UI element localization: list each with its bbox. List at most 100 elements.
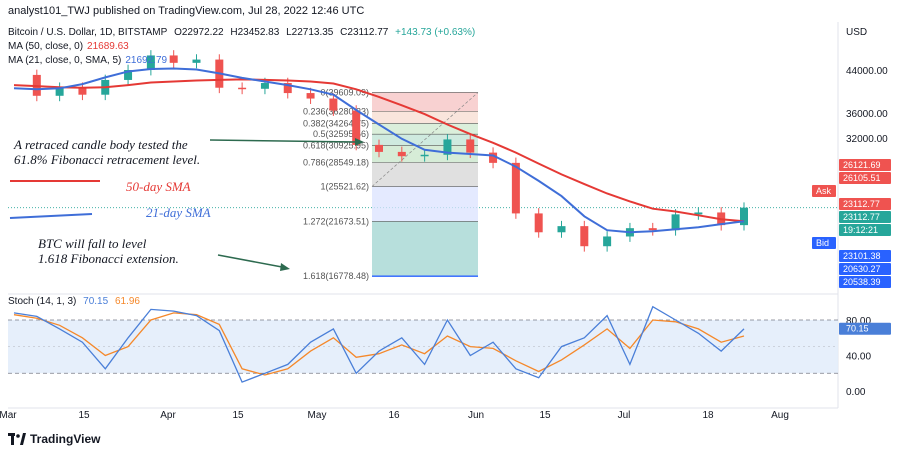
- candle-body: [146, 55, 155, 70]
- symbol-name[interactable]: Bitcoin / U.S. Dollar, 1D, BITSTAMP: [8, 27, 168, 38]
- candle-body: [740, 207, 748, 226]
- fib-level-label: 0.236(36280.23): [303, 106, 369, 116]
- fib-level-label: 0.5(32595.56): [313, 129, 369, 139]
- candle-body: [283, 83, 292, 94]
- fib-level-label: 1(25521.62): [320, 181, 369, 191]
- brand-name: TradingView: [30, 432, 101, 446]
- stoch-tick-label: 80.00: [846, 316, 871, 327]
- fib-trend-line: [371, 92, 479, 187]
- legend-ma21[interactable]: MA (21, close, 0, SMA, 5) 21692.79: [8, 55, 167, 66]
- time-tick-label: May: [308, 410, 327, 421]
- fib-level-label: 1.618(16778.48): [303, 271, 369, 281]
- stoch-k-value: 70.15: [83, 296, 109, 307]
- price-tick-label: 32000.00: [846, 134, 888, 145]
- extension-note-arrow: [217, 254, 283, 268]
- sma21-label: 21-day SMA: [146, 205, 211, 220]
- fib-note-line1: A retraced candle body tested the: [14, 137, 188, 152]
- time-tick-label: Jun: [468, 410, 484, 421]
- candle-body: [603, 236, 612, 247]
- price-badge: [839, 159, 891, 171]
- stoch-d-line: [13, 312, 745, 376]
- extension-note-arrowhead: [280, 263, 290, 271]
- price-badge: [839, 263, 891, 275]
- tradingview-brand[interactable]: TradingView: [8, 432, 100, 446]
- time-tick-label: Apr: [160, 410, 176, 421]
- price-badge-text: 26105.51: [843, 173, 881, 183]
- candle-body: [648, 228, 657, 231]
- fib-zone: [372, 221, 478, 277]
- publisher-line: analyst101_TWJ published on TradingView.…: [8, 5, 365, 17]
- price-badge: [839, 172, 891, 184]
- price-badge: [839, 276, 891, 288]
- ma21-line: [13, 67, 745, 234]
- fib-note-arrow: [209, 139, 358, 143]
- candle-body: [420, 154, 429, 157]
- candle-body: [397, 151, 406, 157]
- extension-note-line1: BTC will fall to level: [38, 236, 147, 251]
- fib-zone: [372, 111, 478, 124]
- candle-body: [169, 55, 178, 63]
- candle-body: [511, 162, 520, 214]
- candle-body: [78, 87, 87, 95]
- legend-ma21-label: MA (21, close, 0, SMA, 5): [8, 55, 122, 66]
- candle-body: [306, 93, 315, 99]
- price-badge-tag-text: Ask: [816, 186, 832, 196]
- legend-ma21-value: 21692.79: [125, 55, 168, 66]
- price-badge: [839, 198, 891, 210]
- price-badge-tag-text: Bid: [816, 238, 829, 248]
- price-badge-tag: [812, 237, 836, 249]
- fib-note-arrowhead: [355, 138, 364, 146]
- price-badge-text: 23112.77: [843, 212, 880, 222]
- price-tick-label: 36000.00: [846, 109, 888, 120]
- time-tick-label: Jul: [618, 410, 631, 421]
- fib-zone: [372, 123, 478, 135]
- sma21-legend-line: [9, 213, 93, 219]
- stoch-k-badge: [839, 322, 891, 335]
- sma50-label: 50-day SMA: [126, 179, 191, 194]
- open-value: O22972.22: [174, 27, 224, 38]
- stoch-tick-label: 40.00: [846, 352, 871, 363]
- price-badge-tag: [812, 185, 836, 197]
- price-badge-text: 19:12:21: [843, 225, 878, 235]
- fib-level-label: 0.618(30925.95): [303, 140, 369, 150]
- change-value: +143.73 (+0.63%): [395, 27, 476, 38]
- fib-level-label: 1.272(21673.51): [303, 216, 369, 226]
- price-badge-text: 26121.69: [843, 160, 881, 170]
- stoch-k-line: [13, 305, 745, 383]
- candle-body: [124, 70, 133, 80]
- candle-body: [443, 139, 452, 155]
- stoch-d-value: 61.96: [114, 296, 140, 307]
- stoch-k-badge-text: 70.15: [846, 324, 869, 334]
- extension-note-line2: 1.618 Fibonacci extension.: [38, 251, 179, 266]
- price-badge-text: 23112.77: [843, 199, 880, 209]
- extension-note: BTC will fall to level 1.618 Fibonacci e…: [38, 236, 179, 266]
- low-value: L22713.35: [286, 27, 334, 38]
- price-badge-text: 20538.39: [843, 277, 881, 287]
- price-badge: [839, 250, 891, 262]
- fib-level-label: 0(39609.09): [320, 87, 369, 97]
- candle-body: [466, 139, 475, 153]
- candle-body: [375, 144, 383, 152]
- legend-ma50[interactable]: MA (50, close, 0) 21689.63: [8, 41, 129, 52]
- fib-zone: [372, 186, 478, 222]
- ma50-line: [13, 78, 745, 223]
- stoch-tick-label: 0.00: [846, 387, 866, 398]
- candle-body: [694, 212, 703, 215]
- legend-ma50-label: MA (50, close, 0): [8, 41, 84, 52]
- time-tick-label: 15: [78, 410, 90, 421]
- candle-body: [260, 83, 269, 89]
- fib-note-line2: 61.8% Fibonacci retracement level.: [14, 152, 201, 167]
- legend-ma50-value: 21689.63: [87, 41, 129, 52]
- time-tick-label: Aug: [771, 410, 789, 421]
- tradingview-logo-icon: [8, 433, 26, 445]
- candle-body: [352, 110, 361, 145]
- candle-body: [557, 226, 566, 233]
- close-value: C23112.77: [340, 27, 389, 38]
- stoch-legend[interactable]: Stoch (14, 1, 3) 70.15 61.96: [8, 296, 140, 307]
- price-badge-text: 23101.38: [843, 251, 881, 261]
- candle-body: [55, 87, 64, 96]
- time-tick-label: 16: [388, 410, 400, 421]
- candle-body: [238, 87, 247, 90]
